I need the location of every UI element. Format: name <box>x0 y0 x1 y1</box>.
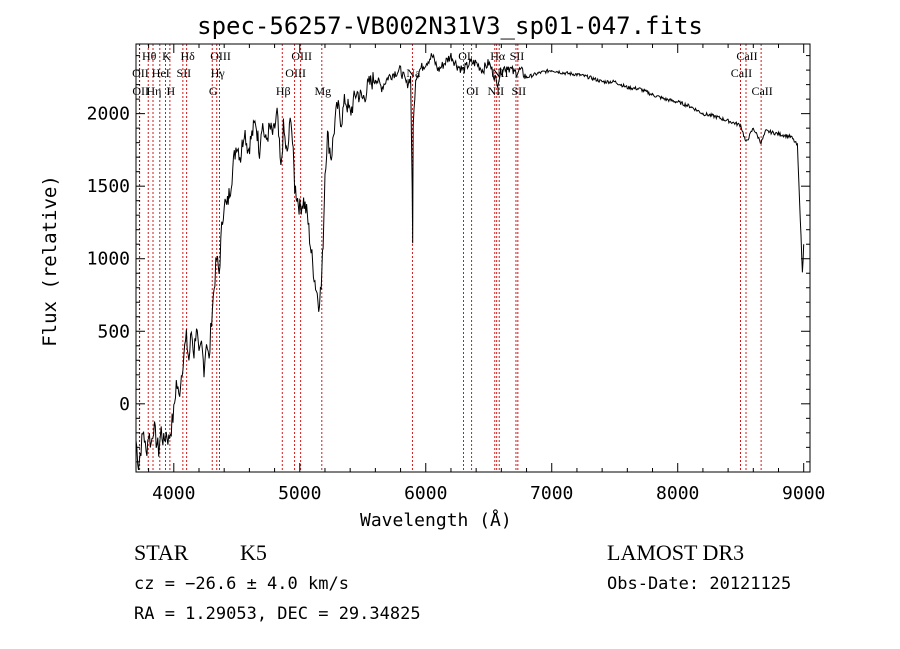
line-label: SII <box>512 84 527 98</box>
line-label: SII <box>510 49 525 63</box>
spectrum-line <box>135 52 805 470</box>
x-tick-label: 9000 <box>782 483 825 504</box>
x-tick-label: 7000 <box>530 483 573 504</box>
line-markers-group <box>138 44 762 472</box>
line-label: NII <box>487 84 504 98</box>
line-label: NII <box>492 66 509 80</box>
line-label: OIII <box>285 66 306 80</box>
line-label: OII <box>132 84 149 98</box>
line-label: OI <box>458 49 471 63</box>
x-tick-label: 4000 <box>152 483 195 504</box>
y-tick-label: 0 <box>119 394 130 415</box>
line-label: OI <box>466 84 479 98</box>
redshift-text: cz = −26.6 ± 4.0 km/s <box>134 574 349 594</box>
line-labels-group: HθOIIOIIHηHeIKHSIIHδGHγOIIIHβOIIIOIIIMgN… <box>132 49 773 98</box>
line-label: HeI <box>152 66 170 80</box>
survey-name: LAMOST DR3 <box>607 540 745 565</box>
ra-dec: RA = 1.29053, DEC = 29.34825 <box>134 604 421 624</box>
y-tick-label: 2000 <box>87 104 130 125</box>
line-label: Mg <box>314 84 331 98</box>
chart-title: spec-56257-VB002N31V3_sp01-047.fits <box>197 12 703 40</box>
y-tick-label: 1000 <box>87 249 130 270</box>
line-label: H <box>167 84 176 98</box>
object-class: STAR <box>134 540 189 565</box>
x-tick-label: 5000 <box>278 483 321 504</box>
object-subclass: K5 <box>240 540 267 565</box>
x-tick-label: 6000 <box>404 483 447 504</box>
line-label: Hα <box>490 49 506 63</box>
line-label: Hθ <box>142 49 157 63</box>
line-label: Hγ <box>211 66 226 80</box>
plot-frame <box>135 43 811 473</box>
line-label: CaII <box>736 49 757 63</box>
line-label: Hη <box>147 84 162 98</box>
line-label: CaII <box>731 66 752 80</box>
line-label: OIII <box>210 49 231 63</box>
x-tick-label: 8000 <box>656 483 699 504</box>
y-axis-label: Flux (relative) <box>39 175 61 347</box>
line-label: OII <box>132 66 149 80</box>
x-axis-label: Wavelength (Å) <box>360 510 512 531</box>
tick-labels-group: 4000 5000 6000 7000 8000 9000 0 500 1000 1500 2000 <box>87 104 826 504</box>
line-label: SII <box>177 66 192 80</box>
y-tick-label: 500 <box>97 321 130 342</box>
spectrum-curve-group <box>135 52 805 470</box>
line-label: K <box>162 49 171 63</box>
line-label: OIII <box>291 49 312 63</box>
line-label: Na <box>406 66 421 80</box>
obs-date: Obs-Date: 20121125 <box>607 574 792 594</box>
line-label: G <box>209 84 218 98</box>
axes-group <box>135 43 811 473</box>
y-tick-label: 1500 <box>87 176 130 197</box>
line-label: Hδ <box>180 49 195 63</box>
line-label: CaII <box>751 84 772 98</box>
line-label: Hβ <box>276 84 291 98</box>
